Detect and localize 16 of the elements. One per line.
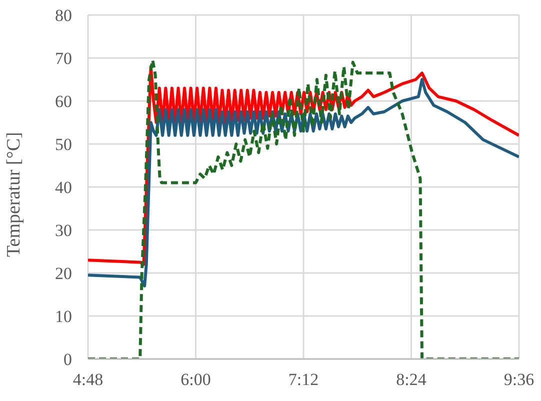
y-tick-label: 10 <box>55 307 72 326</box>
x-tick-label: 6:00 <box>180 370 211 390</box>
x-tick-label: 7:12 <box>288 370 319 390</box>
x-tick-label: 4:48 <box>72 370 104 390</box>
y-axis-title: Temperatur [°C] <box>4 132 25 257</box>
x-tick-label: 9:36 <box>504 370 534 390</box>
y-tick-label: 20 <box>55 264 72 284</box>
y-tick-label: 40 <box>55 178 72 198</box>
line-series <box>88 78 519 288</box>
y-tick-label: 30 <box>55 221 72 240</box>
x-tick-label: 8:24 <box>396 370 427 390</box>
y-tick-label: 80 <box>55 6 72 26</box>
y-tick-label: 60 <box>55 92 72 112</box>
y-tick-label: 50 <box>55 135 72 154</box>
y-tick-label: 0 <box>64 350 72 370</box>
y-tick-label: 70 <box>55 49 72 68</box>
